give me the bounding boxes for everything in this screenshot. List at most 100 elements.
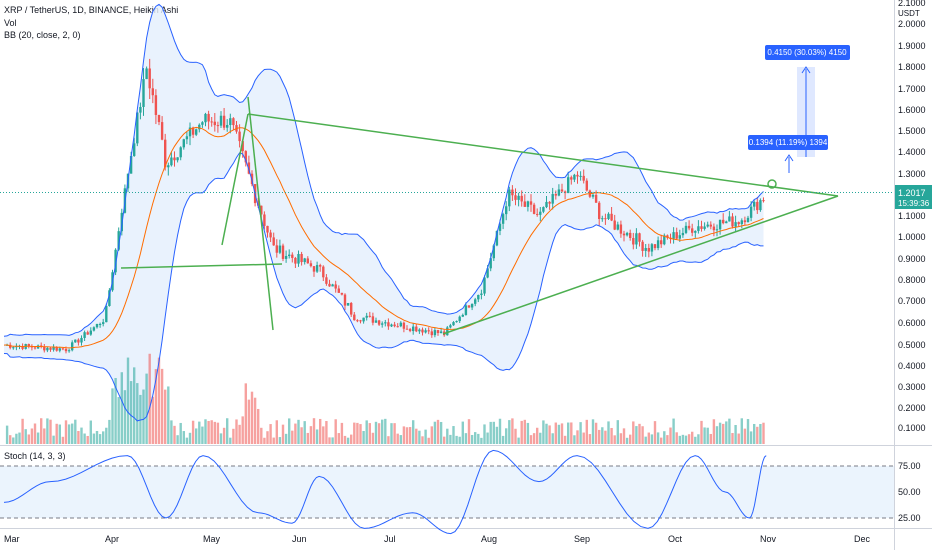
volume-bar [24, 429, 27, 444]
volume-bar [309, 426, 313, 444]
candle-body [483, 277, 486, 294]
candle-body [408, 329, 412, 332]
candle-body [328, 283, 331, 287]
candle-body [241, 141, 244, 152]
price-tick: 0.1000 [898, 423, 926, 433]
candle-body [582, 175, 585, 181]
candle-body [756, 201, 759, 211]
volume-bar [632, 421, 635, 444]
candle-body [663, 235, 666, 245]
volume-bar [40, 418, 43, 444]
candle-body [666, 235, 669, 238]
volume-bar [399, 435, 402, 444]
candle-body [598, 202, 601, 220]
trendline [120, 263, 283, 269]
volume-bar [98, 434, 102, 444]
volume-bar [697, 434, 700, 444]
candle-body [563, 191, 567, 194]
candle-body [526, 201, 530, 207]
volume-bar [269, 424, 272, 444]
volume-bar [58, 424, 61, 444]
candle-body [439, 331, 443, 334]
candle-body [226, 124, 229, 128]
candle-body [728, 216, 731, 222]
candle-body [743, 220, 747, 223]
time-axis: Mar Apr May Jun Jul Aug Sep Oct Nov Dec [4, 534, 871, 544]
candle-body [635, 233, 638, 245]
volume-bar [489, 421, 492, 444]
candle-body [725, 221, 728, 224]
candle-body [164, 139, 167, 168]
price-tick: 1.5000 [898, 126, 926, 136]
candle-body [734, 222, 737, 227]
time-tick: Jun [292, 534, 307, 544]
candle-body [455, 321, 458, 323]
candle-body [722, 219, 725, 224]
volume-bar [241, 416, 244, 444]
candle-body [632, 238, 635, 245]
volume-bar [71, 423, 74, 444]
chart-legend-vol: Vol [4, 18, 17, 28]
candle-body [95, 323, 99, 328]
candle-body [244, 151, 247, 163]
candle-body [207, 113, 210, 122]
volume-bar [222, 427, 226, 444]
candle-body [353, 314, 356, 321]
candle-body [520, 195, 523, 202]
candle-body [638, 233, 641, 242]
time-tick: Oct [668, 534, 683, 544]
candle-body [684, 225, 688, 233]
candle-body [195, 129, 198, 135]
volume-bar [452, 426, 455, 444]
volume-bar [728, 418, 731, 444]
candle-body [467, 305, 471, 308]
volume-bar [725, 421, 728, 444]
candle-body [715, 229, 719, 231]
volume-bar [117, 397, 120, 444]
candle-body [191, 127, 195, 135]
volume-bar [139, 394, 142, 444]
volume-bar [136, 383, 139, 444]
candle-body [356, 320, 359, 322]
volume-bar [30, 428, 34, 444]
volume-bar [387, 436, 390, 444]
volume-bar [669, 427, 672, 444]
candle-body [117, 231, 120, 250]
volume-bar [641, 426, 644, 444]
candle-body [275, 245, 278, 253]
volume-bar [402, 426, 406, 444]
candle-body [204, 113, 207, 123]
volume-bar [250, 391, 254, 444]
trendline [442, 195, 839, 335]
candle-body [58, 348, 61, 351]
volume-bar [560, 423, 564, 444]
candle-body [647, 247, 650, 252]
volume-bar [232, 428, 235, 444]
candle-body [160, 122, 164, 140]
volume-bar [362, 430, 365, 444]
candle-body [461, 314, 464, 317]
measure-arrow-upper-head [801, 66, 811, 74]
candle-body [170, 157, 173, 166]
volume-bar [33, 423, 37, 444]
candle-body [644, 247, 647, 251]
candle-body [536, 213, 539, 215]
candle-body [470, 303, 474, 308]
volume-bar [703, 427, 706, 444]
candle-body [486, 268, 489, 278]
volume-bar [297, 419, 300, 444]
volume-bar [278, 437, 282, 444]
candle-body [46, 347, 49, 351]
volume-bar [343, 435, 347, 444]
volume-bar [188, 432, 192, 444]
time-tick: Mar [4, 534, 20, 544]
candle-body [396, 326, 399, 328]
volume-bar [740, 418, 743, 444]
candle-body [446, 327, 449, 336]
chart-legend-main: XRP / TetherUS, 1D, BINANCE, Heikin Ashi [4, 5, 179, 15]
candle-body [151, 88, 154, 96]
price-tick: 0.4000 [898, 361, 926, 371]
candle-body [514, 195, 517, 200]
candle-body [377, 320, 381, 325]
